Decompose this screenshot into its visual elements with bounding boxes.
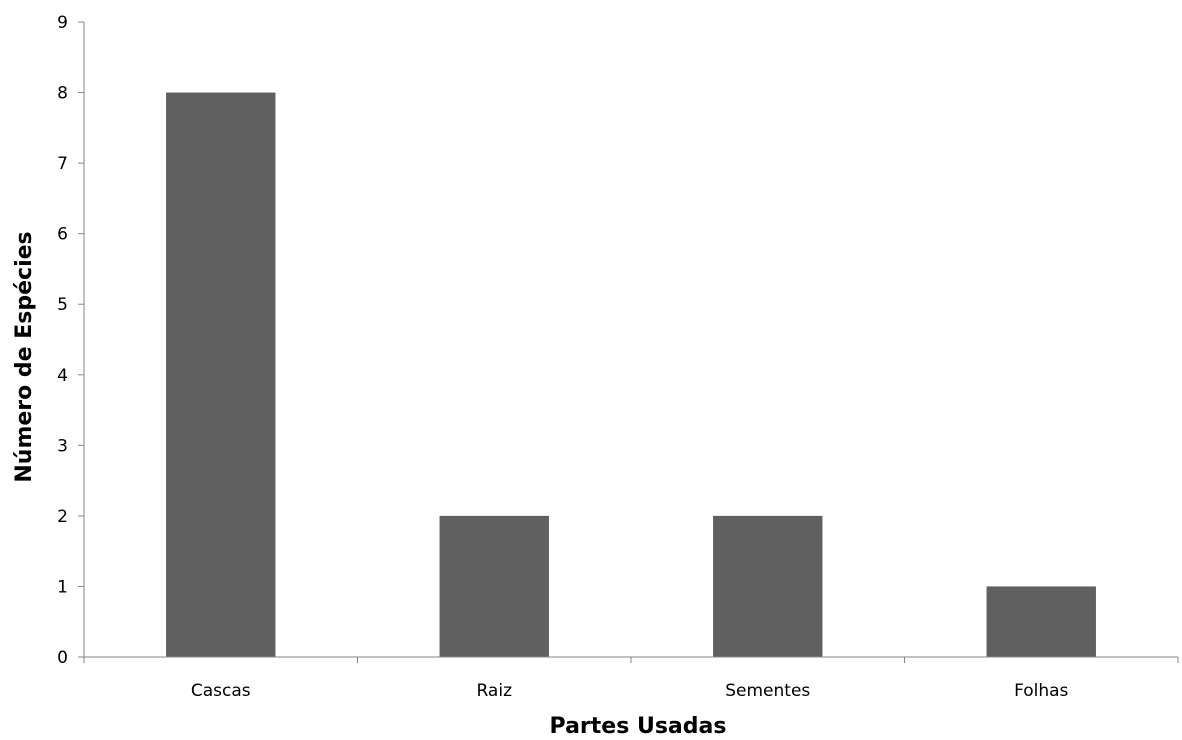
y-tick-label: 8 — [57, 84, 68, 104]
x-tick-label: Raiz — [476, 681, 512, 701]
x-tick-label: Sementes — [725, 681, 810, 701]
y-tick-label: 1 — [57, 577, 68, 597]
bar-raiz — [439, 515, 549, 657]
y-tick-label: 2 — [57, 507, 68, 527]
y-axis-title: Número de Espécies — [12, 231, 37, 482]
bar-folhas — [986, 586, 1096, 657]
y-tick-label: 6 — [57, 225, 68, 245]
x-ticks-group: Cascas Raiz Sementes Folhas — [83, 657, 1179, 701]
y-ticks-group: 0 1 2 3 4 5 6 7 8 9 — [57, 13, 84, 668]
y-tick-label: 3 — [57, 436, 68, 456]
x-tick-label: Folhas — [1014, 681, 1068, 701]
y-tick-label: 4 — [57, 366, 68, 386]
bar-cascas — [166, 92, 276, 658]
x-tick-label: Cascas — [191, 681, 251, 701]
bar-sementes — [713, 515, 823, 657]
bars-group — [166, 92, 1096, 658]
x-axis-title: Partes Usadas — [550, 714, 727, 736]
y-tick-label: 9 — [57, 13, 68, 33]
y-tick-label: 5 — [57, 295, 68, 315]
y-tick-label: 7 — [57, 154, 68, 174]
y-tick-label: 0 — [57, 648, 68, 668]
